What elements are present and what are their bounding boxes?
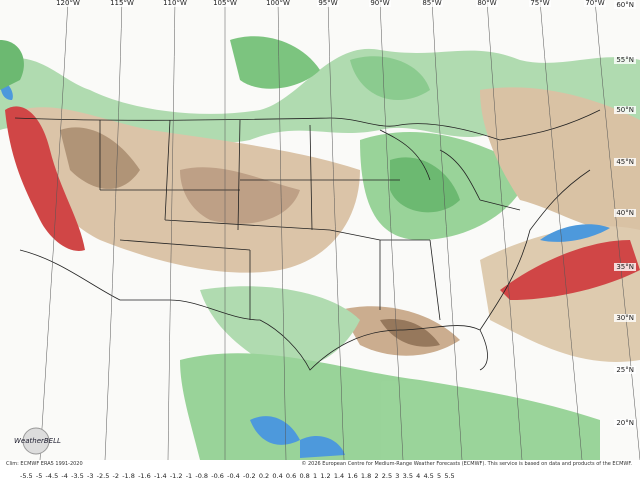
longitude-label: 90°W [370, 0, 389, 7]
colorbar-label: -5.5 [20, 472, 33, 480]
climatology-note: Clim: ECMWF ERA5 1991-2020 [6, 461, 83, 467]
longitude-label: 75°W [530, 0, 549, 7]
colorbar-label: -2 [112, 472, 119, 480]
label-bg [614, 106, 636, 114]
label-bg [267, 0, 289, 7]
latitude-label: 45°N [616, 158, 634, 166]
colorbar: -5.5 -5 -4.5 -4 -3.5 -3 -2.5 -2 -1.8 -1.6 -1.4 -1.2… [20, 472, 458, 480]
latitude-label: 60°N [616, 1, 634, 9]
label-bg [614, 158, 636, 166]
logo: WeatherBELL [14, 437, 61, 445]
colorbar-label: -1.8 [122, 472, 135, 480]
colorbar-label: 1.2 [320, 472, 331, 480]
longitude-label: 120°W [56, 0, 80, 7]
colorbar-label: -4.5 [45, 472, 59, 480]
colorbar-label: 5 [437, 472, 442, 480]
colorbar-label: 4.5 [423, 472, 434, 480]
colorbar-label: -0.8 [195, 472, 209, 480]
label-bg [614, 419, 636, 427]
label-bg [614, 56, 636, 64]
label-bg [214, 0, 236, 7]
colorbar-label: -1.2 [169, 472, 183, 480]
longitude-label: 80°W [477, 0, 496, 7]
logo-badge [22, 427, 50, 455]
colorbar-label: 0.2 [258, 472, 270, 480]
latitude-label: 30°N [616, 314, 634, 322]
colorbar-label: 1.6 [347, 472, 358, 480]
label-bg [529, 0, 551, 7]
colorbar-label: 1.8 [360, 472, 372, 480]
colorbar-label: -0.2 [242, 472, 256, 480]
colorbar-label: -0.4 [227, 472, 240, 480]
latitude-label: 20°N [616, 419, 634, 427]
label-bg [614, 314, 636, 322]
colorbar-label: -1.4 [153, 472, 167, 480]
label-bg [614, 209, 636, 217]
longitude-label: 105°W [213, 0, 237, 7]
label-bg [111, 0, 133, 7]
colorbar-label: -4 [61, 472, 68, 480]
colorbar-label: 2.5 [381, 472, 393, 480]
longitude-label: 85°W [422, 0, 441, 7]
latitude-label: 40°N [616, 209, 634, 217]
colorbar-label: -5 [35, 472, 43, 480]
colorbar-label: -3 [86, 472, 94, 480]
copyright: © 2026 European Centre for Medium-Range … [301, 461, 632, 467]
label-bg [614, 1, 636, 9]
colorbar-label: 2 [374, 472, 379, 480]
colorbar-label: -2.5 [96, 472, 110, 480]
label-bg [584, 0, 606, 7]
colorbar-label: 3.5 [402, 472, 413, 480]
colorbar-label: -3.5 [71, 472, 84, 480]
colorbar-label: 1.4 [333, 472, 345, 480]
latitude-label: 55°N [616, 56, 634, 64]
longitude-label: 95°W [318, 0, 337, 7]
colorbar-label: 4 [416, 472, 421, 480]
latitude-label: 35°N [616, 263, 634, 271]
colorbar-label: 1 [312, 472, 318, 480]
label-bg [614, 263, 636, 271]
longitude-label: 110°W [163, 0, 187, 7]
colorbar-label: 5.5 [444, 472, 455, 480]
label-bg [476, 0, 498, 7]
boundaries [14, 109, 601, 371]
label-bg [57, 0, 79, 7]
label-bg [369, 0, 391, 7]
colorbar-label: 0.8 [299, 472, 310, 480]
label-bg [614, 366, 636, 374]
label-bg [164, 0, 186, 7]
colorbar-label: 0.4 [272, 472, 283, 480]
label-bg [421, 0, 443, 7]
longitude-label: 115°W [110, 0, 134, 7]
colorbar-label: 3 [395, 472, 400, 480]
latitude-label: 50°N [616, 106, 634, 114]
longitude-label: 70°W [585, 0, 604, 7]
colorbar-label: -0.6 [211, 472, 224, 480]
colorbar-label: -1.6 [138, 472, 151, 480]
latitude-label: 25°N [616, 366, 634, 374]
colorbar-label: 0.6 [285, 472, 297, 480]
label-bg [317, 0, 339, 7]
longitude-label: 100°W [266, 0, 290, 7]
colorbar-label: -1 [185, 472, 193, 480]
map: 120°W 115°W 110°W 105°W 100°W 95°W 90°W 85°W 80°… [0, 0, 640, 460]
anomaly-field [0, 36, 640, 460]
